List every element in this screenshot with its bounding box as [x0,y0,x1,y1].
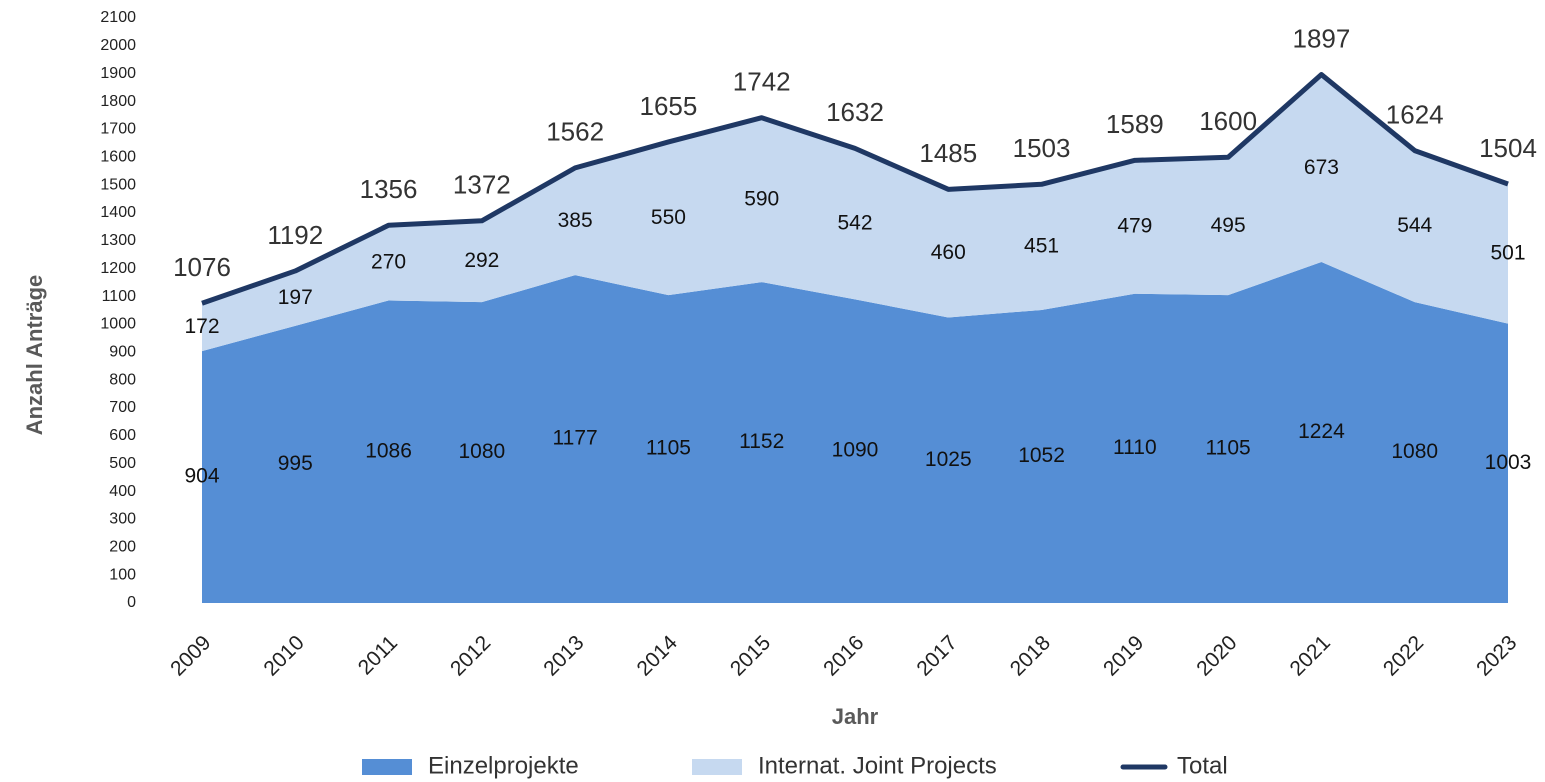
data-label: 1025 [925,448,972,471]
y-tick-label: 2100 [100,9,136,26]
data-label: 451 [1024,235,1059,258]
data-label: 197 [278,286,313,309]
y-tick-label: 1800 [100,93,136,110]
x-tick-label: 2013 [539,631,588,680]
y-tick-label: 1900 [100,65,136,82]
x-tick-label: 2023 [1472,631,1521,680]
y-tick-label: 1400 [100,204,136,221]
x-tick-label: 2018 [1006,631,1055,680]
data-label: 501 [1490,241,1525,264]
data-label: 542 [837,211,872,234]
y-tick-label: 2000 [100,37,136,54]
data-label: 1110 [1113,436,1157,459]
data-label: 479 [1117,215,1152,238]
x-tick-label: 2019 [1099,631,1148,680]
y-tick-label: 1200 [100,260,136,277]
data-label: 1600 [1199,106,1257,136]
y-tick-label: 700 [109,399,136,416]
data-label: 1192 [267,220,323,250]
legend-label: Total [1177,752,1228,779]
data-label: 1052 [1018,444,1065,467]
y-tick-label: 1000 [100,316,136,333]
x-axis-title: Jahr [832,704,879,729]
data-label: 270 [371,250,406,273]
x-tick-label: 2011 [354,631,402,679]
area [202,74,1508,352]
data-label: 1503 [1013,133,1071,163]
y-tick-label: 0 [127,594,136,611]
data-label: 1562 [546,117,604,147]
y-tick-label: 500 [109,455,136,472]
data-label: 1224 [1298,420,1345,443]
data-label: 1080 [458,440,505,463]
data-label: 1090 [832,439,879,462]
y-axis-title: Anzahl Anträge [22,275,47,436]
area [202,262,1508,603]
data-label: 1076 [173,252,231,282]
data-label: 385 [558,209,593,232]
y-tick-label: 1600 [100,149,136,166]
legend-swatch [692,759,742,775]
data-label: 1655 [640,91,698,121]
x-tick-label: 2021 [1286,631,1335,680]
legend-swatch [362,759,412,775]
data-label: 1003 [1485,451,1532,474]
x-tick-label: 2016 [819,631,868,680]
data-label: 1589 [1106,109,1164,139]
data-label: 172 [184,315,219,338]
x-tick-label: 2014 [633,631,683,681]
y-tick-label: 1100 [102,288,137,305]
data-label: 1504 [1479,133,1537,163]
data-label: 1624 [1386,99,1444,129]
data-label: 460 [931,241,966,264]
data-label: 1485 [919,138,977,168]
data-label: 673 [1304,156,1339,179]
y-tick-label: 600 [109,427,136,444]
x-tick-label: 2010 [259,631,308,680]
data-label: 1177 [553,427,598,450]
y-tick-label: 900 [109,344,136,361]
data-label: 904 [184,465,219,488]
data-label: 1080 [1391,440,1438,463]
data-label: 292 [464,249,499,272]
y-tick-label: 200 [109,539,136,556]
data-label: 1105 [646,437,691,460]
data-label: 1152 [739,430,784,453]
y-tick-label: 1300 [100,232,136,249]
x-tick-label: 2020 [1192,631,1241,680]
y-tick-label: 800 [109,371,136,388]
y-tick-label: 300 [109,511,136,528]
y-tick-label: 1700 [100,121,136,138]
y-tick-label: 1500 [100,176,136,193]
x-tick-label: 2017 [912,631,961,680]
data-label: 544 [1397,214,1432,237]
data-label: 995 [278,452,313,475]
data-label: 550 [651,206,686,229]
legend-label: Einzelprojekte [428,752,579,779]
data-label: 1105 [1206,437,1251,460]
legend-label: Internat. Joint Projects [758,752,997,779]
data-label: 495 [1211,214,1246,237]
x-tick-label: 2012 [446,631,495,680]
x-tick-label: 2015 [726,631,775,680]
data-label: 1742 [733,67,791,97]
y-tick-label: 100 [109,566,136,583]
total-line [201,72,1509,306]
x-tick-label: 2009 [166,631,215,680]
data-label: 590 [744,187,779,210]
data-label: 1086 [365,439,412,462]
data-label: 1372 [453,170,511,200]
x-tick-label: 2022 [1379,631,1428,680]
y-tick-label: 400 [109,483,136,500]
data-label: 1897 [1293,23,1351,53]
data-label: 1356 [360,174,418,204]
data-label: 1632 [826,97,884,127]
